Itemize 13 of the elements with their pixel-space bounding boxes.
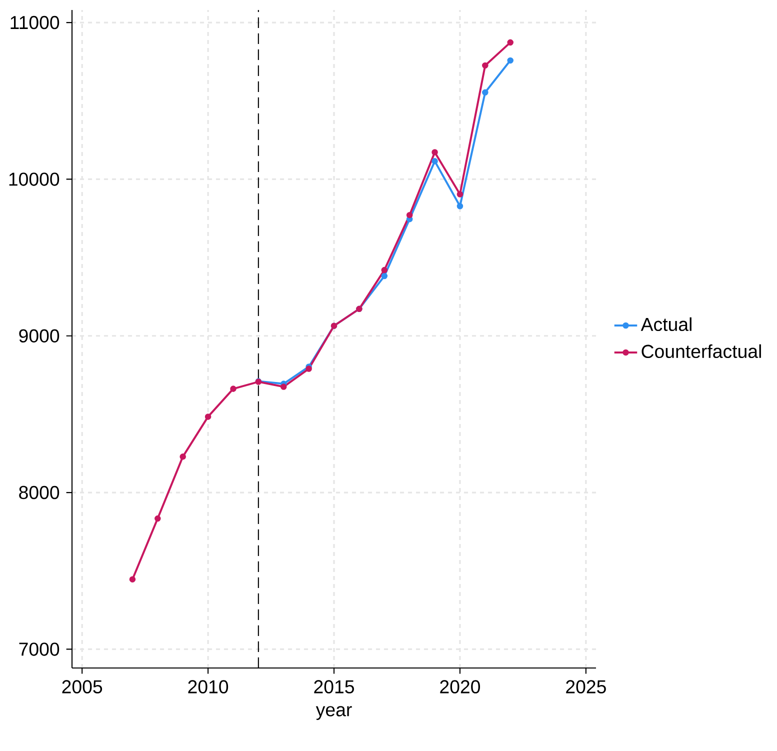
x-tick-label: 2010 — [188, 680, 228, 694]
y-tick-label: 11000 — [10, 16, 60, 30]
legend-label: Actual — [640, 317, 692, 332]
y-tick-label: 9000 — [19, 329, 60, 342]
y-tick-label: 10000 — [9, 172, 60, 186]
x-tick-label: 2015 — [314, 680, 354, 694]
x-tick-label: 2020 — [440, 680, 480, 694]
x-tick-label: 2025 — [566, 680, 606, 694]
x-axis-title: year — [316, 706, 352, 720]
x-tick-label: 2005 — [62, 680, 102, 694]
y-tick-label: 7000 — [19, 642, 60, 656]
legend-label: Counterfactual — [642, 344, 761, 358]
y-tick-label: 8000 — [19, 486, 60, 500]
